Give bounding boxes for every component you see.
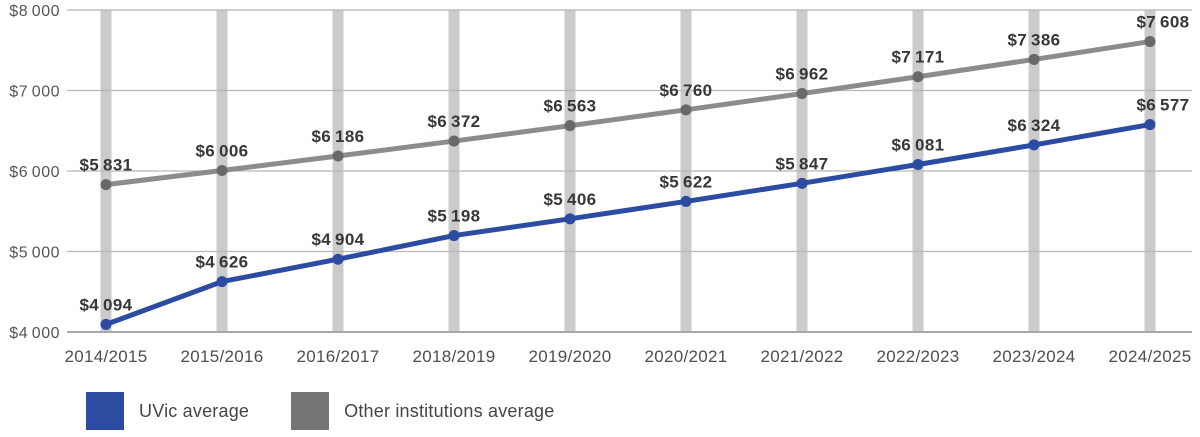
y-axis-tick-label: $7 000 [9,84,60,101]
data-point-marker [1144,119,1156,131]
legend-swatch-other-institutions-average [291,392,330,430]
data-point-marker [448,230,460,242]
data-point-marker [1028,139,1040,151]
data-point-marker [564,120,576,132]
data-point-label: $5 847 [775,154,828,173]
x-axis-tick-label: 2023/2024 [992,347,1075,366]
series-line [103,39,1153,188]
y-axis-tick-label: $6 000 [9,164,60,181]
data-point-label: $6 372 [427,112,480,131]
data-point-marker [216,276,228,288]
data-point-marker [564,213,576,225]
data-point-label: $4 904 [311,230,364,249]
data-point-marker [1028,53,1040,65]
data-point-marker [332,150,344,162]
series-line [103,122,1153,327]
x-axis-tick-label: 2016/2017 [296,347,379,366]
chart-legend: UVic average Other institutions average [86,392,554,430]
data-point-marker [680,195,692,207]
data-point-label: $6 324 [1007,116,1060,135]
data-point-marker [100,318,112,330]
data-point-marker [100,179,112,191]
x-axis-tick-label: 2022/2023 [876,347,959,366]
legend-item-uvic-average: UVic average [86,392,249,430]
legend-swatch-uvic-average [86,392,124,430]
x-axis-tick-label: 2018/2019 [412,347,495,366]
data-point-marker [796,177,808,189]
data-point-label: $6 563 [543,97,596,116]
data-point-marker [912,158,924,170]
data-point-label: $7 171 [891,48,944,67]
data-point-label: $6 006 [195,142,248,161]
x-axis-tick-label: 2015/2016 [180,347,263,366]
data-point-label: $6 760 [659,81,712,100]
x-axis-tick-label: 2024/2025 [1108,347,1191,366]
data-point-label: $5 406 [543,190,596,209]
data-point-marker [680,104,692,116]
data-point-marker [332,253,344,265]
data-point-marker [448,135,460,147]
data-point-marker [912,71,924,83]
data-point-label: $6 081 [891,135,944,154]
x-axis-tick-label: 2019/2020 [528,347,611,366]
data-point-marker [796,88,808,100]
data-point-label: $5 622 [659,172,712,191]
data-point-label: $4 094 [79,295,132,314]
x-axis-tick-label: 2021/2022 [760,347,843,366]
data-point-label: $4 626 [195,253,248,272]
line-chart-canvas: $8 000 $7 000 $6 000 $5 000 $4 000 $4 094 $4 6… [9,3,1192,366]
legend-item-other-institutions-average: Other institutions average [291,392,554,430]
legend-label-other-institutions-average: Other institutions average [344,400,555,421]
data-point-label: $6 186 [311,127,364,146]
x-axis-tick-label: 2014/2015 [64,347,147,366]
x-axis-tick-label: 2020/2021 [644,347,727,366]
data-point-label: $5 198 [427,207,480,226]
data-point-label: $6 577 [1136,96,1189,115]
data-point-label: $7 386 [1007,30,1060,49]
y-axis-tick-label: $5 000 [9,245,60,262]
data-point-label: $7 608 [1136,13,1189,32]
data-point-marker [216,165,228,177]
data-point-marker [1144,36,1156,48]
legend-label-uvic-average: UVic average [139,400,250,421]
y-axis-tick-label: $4 000 [9,325,60,342]
y-axis-tick-label: $8 000 [9,3,60,20]
data-point-label: $5 831 [79,156,132,175]
data-point-label: $6 962 [775,65,828,84]
